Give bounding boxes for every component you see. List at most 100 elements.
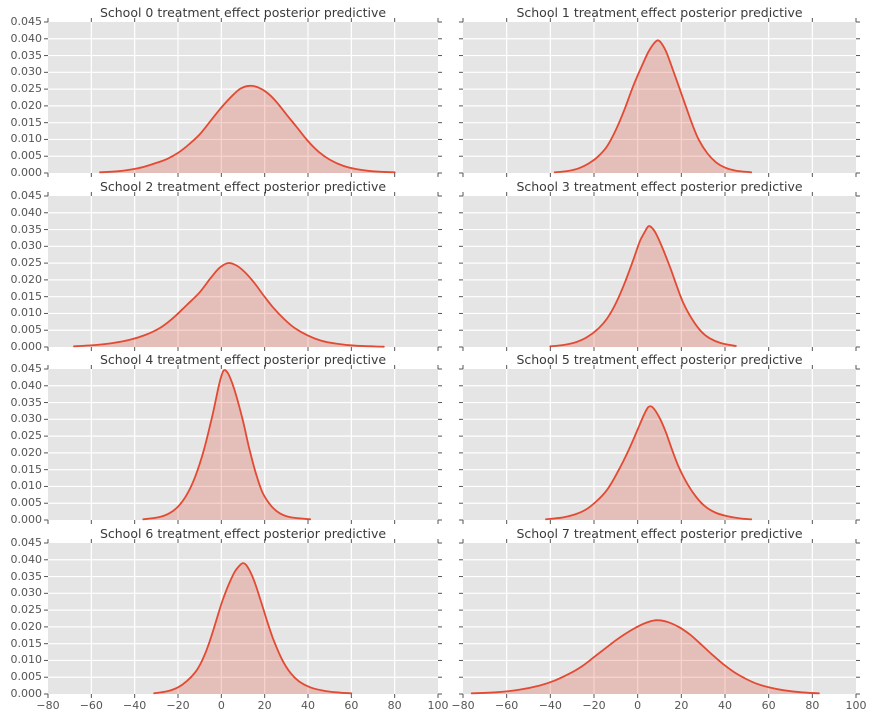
- subplot-axes-school-1: [459, 18, 860, 177]
- kde-fill-school-3: [550, 226, 736, 347]
- x-tick-label: 0: [217, 699, 225, 712]
- kde-curve-school-0: [99, 84, 396, 174]
- y-tick-label: 0.005: [10, 149, 43, 163]
- y-tick-label: 0.040: [10, 552, 43, 566]
- kde-fill-school-4: [143, 369, 311, 520]
- y-tick-label: 0.025: [10, 429, 43, 443]
- kde-fill-school-5: [546, 406, 752, 520]
- y-tick-label: 0.020: [10, 272, 43, 286]
- x-tick-label: −20: [166, 699, 190, 712]
- tick-marks: [44, 192, 442, 351]
- subplot-axes-school-2: [44, 192, 442, 351]
- x-tick-label: −40: [123, 699, 147, 712]
- kde-curve-school-2: [73, 262, 385, 348]
- y-tick-label: 0.000: [10, 513, 43, 526]
- x-tick-label: 100: [427, 699, 449, 712]
- y-tick-label: 0.030: [10, 412, 43, 426]
- y-tick-label: 0.030: [10, 586, 43, 600]
- y-tick-label: 0.045: [10, 15, 43, 28]
- y-tick-label: 0.040: [10, 31, 43, 45]
- y-tick-label: 0.025: [10, 82, 43, 96]
- y-tick-label: 0.015: [10, 115, 43, 129]
- axes-background: [463, 543, 856, 694]
- subplot-title-school-6: School 6 treatment effect posterior pred…: [99, 526, 387, 541]
- axes-background: [463, 22, 856, 173]
- x-tick-label: 60: [344, 699, 359, 712]
- subplot-title-school-2: School 2 treatment effect posterior pred…: [99, 179, 387, 194]
- tick-marks: [44, 365, 442, 524]
- gridlines: [48, 369, 438, 520]
- gridlines: [463, 22, 856, 173]
- kde-curve-school-3: [549, 225, 737, 348]
- kde-fill-school-6: [154, 563, 352, 694]
- gridlines: [463, 196, 856, 347]
- y-tick-label: 0.040: [10, 378, 43, 392]
- y-tick-label: 0.040: [10, 205, 43, 219]
- subplot-title-school-7: School 7 treatment effect posterior pred…: [516, 526, 803, 541]
- kde-curve-school-5: [545, 405, 753, 521]
- subplot-axes-school-3: [459, 192, 860, 351]
- y-tick-label: 0.010: [10, 132, 43, 146]
- kde-fill-school-7: [471, 620, 819, 694]
- subplot-title-school-5: School 5 treatment effect posterior pred…: [516, 352, 803, 367]
- axes-background: [463, 369, 856, 520]
- axes-background: [48, 22, 438, 173]
- y-tick-label: 0.045: [10, 536, 43, 549]
- kde-curve-school-1: [553, 39, 753, 174]
- tick-marks: [44, 539, 442, 698]
- y-tick-label: 0.020: [10, 445, 43, 459]
- x-tick-label: 20: [674, 699, 689, 712]
- x-tick-label: 60: [761, 699, 776, 712]
- x-tick-label: 80: [805, 699, 820, 712]
- x-tick-label: −60: [495, 699, 519, 712]
- tick-marks: [459, 365, 860, 524]
- subplot-axes-school-6: [44, 539, 442, 698]
- x-tick-label: −40: [538, 699, 562, 712]
- x-tick-label: −80: [451, 699, 475, 712]
- y-tick-label: 0.025: [10, 603, 43, 617]
- gridlines: [463, 543, 856, 694]
- kde-fill-school-0: [100, 85, 395, 173]
- y-tick-label: 0.020: [10, 619, 43, 633]
- y-tick-label: 0.030: [10, 65, 43, 79]
- kde-fill-school-1: [554, 40, 752, 173]
- subplot-title-school-0: School 0 treatment effect posterior pred…: [99, 5, 387, 20]
- y-tick-label: 0.010: [10, 306, 43, 320]
- y-tick-label: 0.015: [10, 636, 43, 650]
- x-tick-label: 80: [387, 699, 402, 712]
- axes-background: [48, 543, 438, 694]
- x-tick-label: 40: [718, 699, 732, 712]
- gridlines: [48, 196, 438, 347]
- axes-background: [463, 196, 856, 347]
- y-tick-label: 0.030: [10, 239, 43, 253]
- y-tick-label: 0.045: [10, 189, 43, 202]
- x-tick-label: −60: [79, 699, 103, 712]
- y-tick-label: 0.005: [10, 496, 43, 510]
- gridlines: [48, 543, 438, 694]
- gridlines: [463, 369, 856, 520]
- x-tick-label: 100: [845, 699, 867, 712]
- y-tick-label: 0.035: [10, 48, 43, 62]
- y-tick-label: 0.020: [10, 98, 43, 112]
- kde-fill-school-2: [74, 263, 384, 347]
- subplot-axes-school-7: [459, 539, 860, 698]
- y-tick-label: 0.010: [10, 653, 43, 667]
- y-tick-label: 0.025: [10, 256, 43, 270]
- x-tick-label: 0: [634, 699, 642, 712]
- subplot-axes-school-5: [459, 365, 860, 524]
- y-tick-label: 0.035: [10, 395, 43, 409]
- kde-curve-school-6: [153, 562, 353, 695]
- y-tick-label: 0.000: [10, 166, 43, 179]
- gridlines: [48, 22, 438, 173]
- x-tick-label: 20: [257, 699, 272, 712]
- x-tick-label: −20: [582, 699, 606, 712]
- kde-curve-school-7: [470, 619, 820, 695]
- y-tick-label: 0.035: [10, 222, 43, 236]
- tick-marks: [459, 192, 860, 351]
- tick-marks: [459, 18, 860, 177]
- subplot-axes-school-0: [44, 18, 442, 177]
- y-tick-label: 0.015: [10, 462, 43, 476]
- tick-marks: [44, 18, 442, 177]
- tick-marks: [459, 539, 860, 698]
- y-tick-label: 0.005: [10, 670, 43, 684]
